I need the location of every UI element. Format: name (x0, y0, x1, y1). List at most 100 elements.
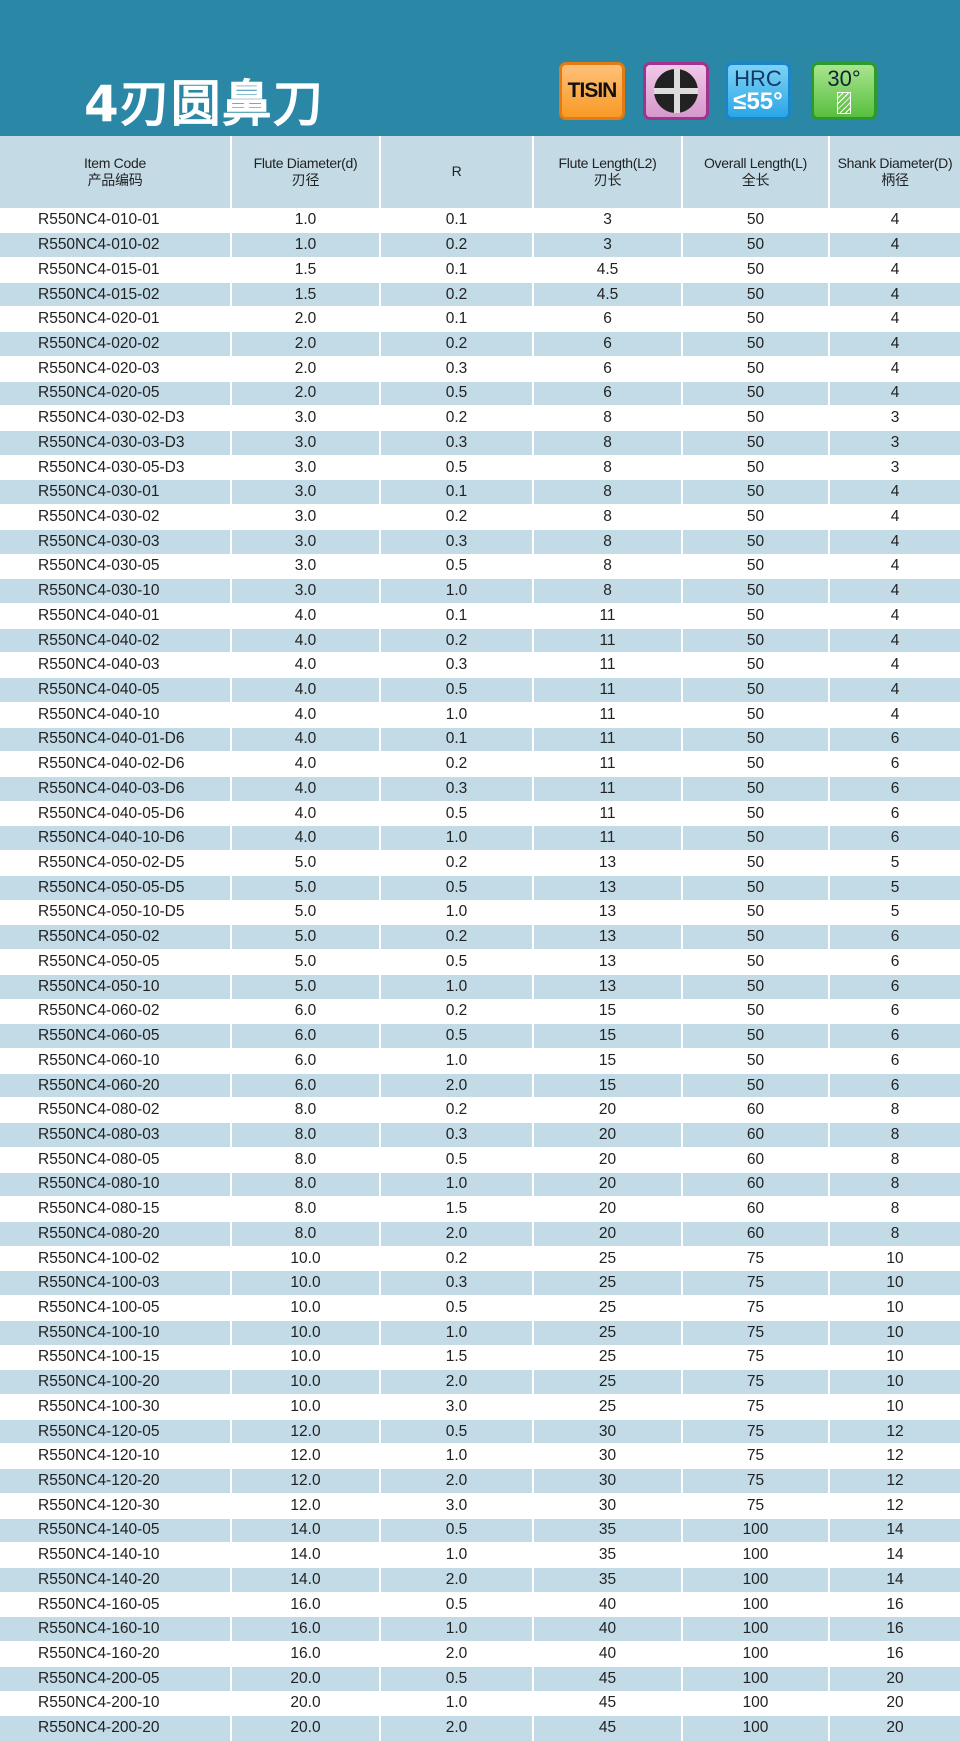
corner-radius-cell: 0.3 (379, 429, 533, 456)
flute-diameter-cell: 10.0 (230, 1344, 380, 1370)
item-code-cell: R550NC4-120-05 (0, 1418, 231, 1444)
item-code-cell: R550NC4-040-03 (0, 652, 231, 678)
column-header-cn: 全长 (741, 171, 770, 188)
shank-diameter-cell: 10 (828, 1369, 960, 1395)
flute-diameter-cell: 3.0 (230, 553, 380, 579)
corner-radius-cell: 0.2 (379, 751, 533, 777)
flute-diameter-cell: 4.0 (230, 652, 380, 678)
shank-diameter-cell: 4 (828, 701, 960, 728)
item-code-cell: R550NC4-020-03 (0, 355, 231, 382)
table-row: R550NC4-020-01 2.0 0.1 6 50 4 (0, 306, 960, 332)
table-row: R550NC4-050-02-D5 5.0 0.2 13 50 5 (0, 850, 960, 876)
flute-diameter-cell: 4.0 (230, 726, 380, 752)
item-code-cell: R550NC4-040-10-D6 (0, 825, 231, 851)
shank-diameter-cell: 6 (828, 973, 960, 999)
item-code-cell: R550NC4-030-02-D3 (0, 405, 231, 431)
flute-diameter-cell: 4.0 (230, 603, 380, 629)
flute-diameter-cell: 6.0 (230, 1047, 380, 1074)
table-row: R550NC4-080-05 8.0 0.5 20 60 8 (0, 1146, 960, 1173)
overall-length-cell: 50 (681, 429, 829, 456)
corner-radius-cell: 1.0 (379, 1319, 533, 1346)
overall-length-cell: 50 (681, 973, 829, 999)
item-code-cell: R550NC4-020-05 (0, 380, 231, 406)
overall-length-cell: 50 (681, 528, 829, 555)
shank-diameter-cell: 16 (828, 1641, 960, 1667)
corner-radius-cell: 0.3 (379, 528, 533, 555)
overall-length-cell: 50 (681, 949, 829, 975)
flute-diameter-cell: 3.0 (230, 578, 380, 604)
overall-length-cell: 50 (681, 701, 829, 728)
four-flute-icon (654, 69, 698, 113)
table-row: R550NC4-030-10 3.0 1.0 8 50 4 (0, 578, 960, 604)
flute-length-cell: 6 (532, 331, 682, 357)
shank-diameter-cell: 4 (828, 355, 960, 382)
flute-length-cell: 45 (532, 1715, 682, 1741)
shank-diameter-cell: 8 (828, 1196, 960, 1222)
table-row: R550NC4-015-02 1.5 0.2 4.5 50 4 (0, 281, 960, 307)
flute-length-cell: 30 (532, 1418, 682, 1444)
overall-length-cell: 50 (681, 899, 829, 925)
flute-length-cell: 35 (532, 1567, 682, 1593)
flute-diameter-cell: 1.0 (230, 232, 380, 258)
flute-length-cell: 11 (532, 726, 682, 752)
overall-length-cell: 50 (681, 479, 829, 505)
flute-diameter-cell: 8.0 (230, 1122, 380, 1148)
shank-diameter-cell: 4 (828, 677, 960, 703)
table-row: R550NC4-160-05 16.0 0.5 40 100 16 (0, 1591, 960, 1617)
flute-diameter-cell: 16.0 (230, 1616, 380, 1642)
flute-diameter-cell: 5.0 (230, 850, 380, 876)
shank-diameter-cell: 14 (828, 1567, 960, 1593)
coating-label: TISIN (567, 79, 618, 102)
flute-diameter-cell: 20.0 (230, 1715, 380, 1741)
corner-radius-cell: 0.2 (379, 1245, 533, 1271)
shank-diameter-cell: 20 (828, 1665, 960, 1692)
overall-length-cell: 100 (681, 1517, 829, 1543)
item-code-cell: R550NC4-030-02 (0, 504, 231, 530)
flute-length-cell: 35 (532, 1542, 682, 1568)
corner-radius-cell: 2.0 (379, 1715, 533, 1741)
item-code-cell: R550NC4-100-05 (0, 1295, 231, 1321)
item-code-cell: R550NC4-140-05 (0, 1517, 231, 1543)
overall-length-cell: 50 (681, 1072, 829, 1098)
flute-length-cell: 6 (532, 355, 682, 382)
table-row: R550NC4-160-10 16.0 1.0 40 100 16 (0, 1616, 960, 1642)
shank-diameter-cell: 14 (828, 1517, 960, 1543)
item-code-cell: R550NC4-060-02 (0, 998, 231, 1024)
table-row: R550NC4-080-02 8.0 0.2 20 60 8 (0, 1097, 960, 1123)
flute-length-cell: 20 (532, 1097, 682, 1123)
overall-length-cell: 50 (681, 355, 829, 382)
table-row: R550NC4-050-10 5.0 1.0 13 50 6 (0, 973, 960, 999)
flute-length-cell: 25 (532, 1295, 682, 1321)
flute-diameter-cell: 2.0 (230, 306, 380, 332)
overall-length-cell: 100 (681, 1641, 829, 1667)
flute-length-cell: 4.5 (532, 256, 682, 283)
table-row: R550NC4-050-05 5.0 0.5 13 50 6 (0, 949, 960, 975)
corner-radius-cell: 0.5 (379, 1146, 533, 1173)
flute-length-cell: 15 (532, 998, 682, 1024)
flute-diameter-cell: 12.0 (230, 1468, 380, 1494)
flute-diameter-cell: 12.0 (230, 1443, 380, 1469)
item-code-cell: R550NC4-030-05 (0, 553, 231, 579)
overall-length-cell: 75 (681, 1443, 829, 1469)
overall-length-cell: 50 (681, 405, 829, 431)
flute-diameter-cell: 14.0 (230, 1542, 380, 1568)
flute-diameter-cell: 8.0 (230, 1097, 380, 1123)
shank-diameter-cell: 6 (828, 998, 960, 1024)
flute-length-cell: 8 (532, 528, 682, 555)
corner-radius-cell: 0.5 (379, 553, 533, 579)
flute-length-cell: 13 (532, 899, 682, 925)
shank-diameter-cell: 4 (828, 479, 960, 505)
shank-diameter-cell: 10 (828, 1344, 960, 1370)
flute-length-cell: 40 (532, 1616, 682, 1642)
item-code-cell: R550NC4-120-30 (0, 1492, 231, 1519)
flute-diameter-cell: 4.0 (230, 751, 380, 777)
flute-length-cell: 6 (532, 380, 682, 406)
flute-diameter-cell: 12.0 (230, 1418, 380, 1444)
overall-length-cell: 50 (681, 207, 829, 233)
shank-diameter-cell: 4 (828, 232, 960, 258)
table-row: R550NC4-040-01-D6 4.0 0.1 11 50 6 (0, 726, 960, 752)
table-row: R550NC4-100-15 10.0 1.5 25 75 10 (0, 1344, 960, 1370)
corner-radius-cell: 0.5 (379, 1295, 533, 1321)
corner-radius-cell: 0.2 (379, 281, 533, 307)
table-row: R550NC4-040-10-D6 4.0 1.0 11 50 6 (0, 825, 960, 851)
